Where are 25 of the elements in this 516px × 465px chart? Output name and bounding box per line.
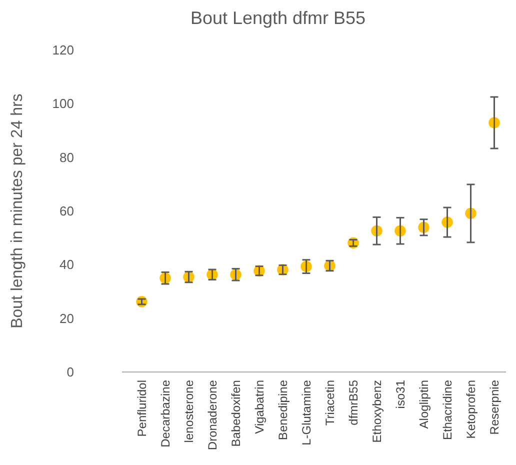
x-tick-label: Triacetin [322, 380, 337, 426]
y-tick-label: 60 [60, 204, 74, 219]
x-tick-label: Decarbazine [158, 380, 172, 448]
y-tick-label: 40 [60, 257, 74, 272]
y-tick-label: 120 [52, 42, 74, 58]
y-tick-label: 0 [66, 364, 74, 380]
y-tick-label: 80 [60, 150, 74, 165]
x-tick-label: Ketoprofen [464, 380, 478, 439]
x-tick-label: Dronaderone [205, 380, 220, 450]
x-tick-label: Ethoxybenz [370, 380, 384, 443]
x-tick-label: Ethacridine [440, 380, 454, 440]
x-tick-label: dfmrB55 [346, 380, 360, 426]
y-tick-label: 100 [52, 96, 74, 112]
x-tick-label: Alogliptin [416, 380, 431, 429]
x-tick-label: Reserpnie [487, 380, 502, 435]
x-tick-label: Penfluridol [134, 380, 149, 437]
x-tick-label: L-Glutamine [299, 380, 314, 446]
x-tick-label: iso31 [393, 380, 408, 409]
chart-title: Bout Length dfmr B55 [190, 8, 366, 28]
x-tick-label: Benedipine [276, 380, 290, 440]
y-tick-label: 20 [60, 310, 74, 326]
x-tick-label: Vigabatrin [252, 380, 266, 434]
x-tick-label: Babedoxifen [228, 380, 243, 447]
x-tick-label: lenosterone [182, 380, 196, 443]
y-axis-title: Bout length in minutes per 24 hrs [9, 94, 26, 328]
